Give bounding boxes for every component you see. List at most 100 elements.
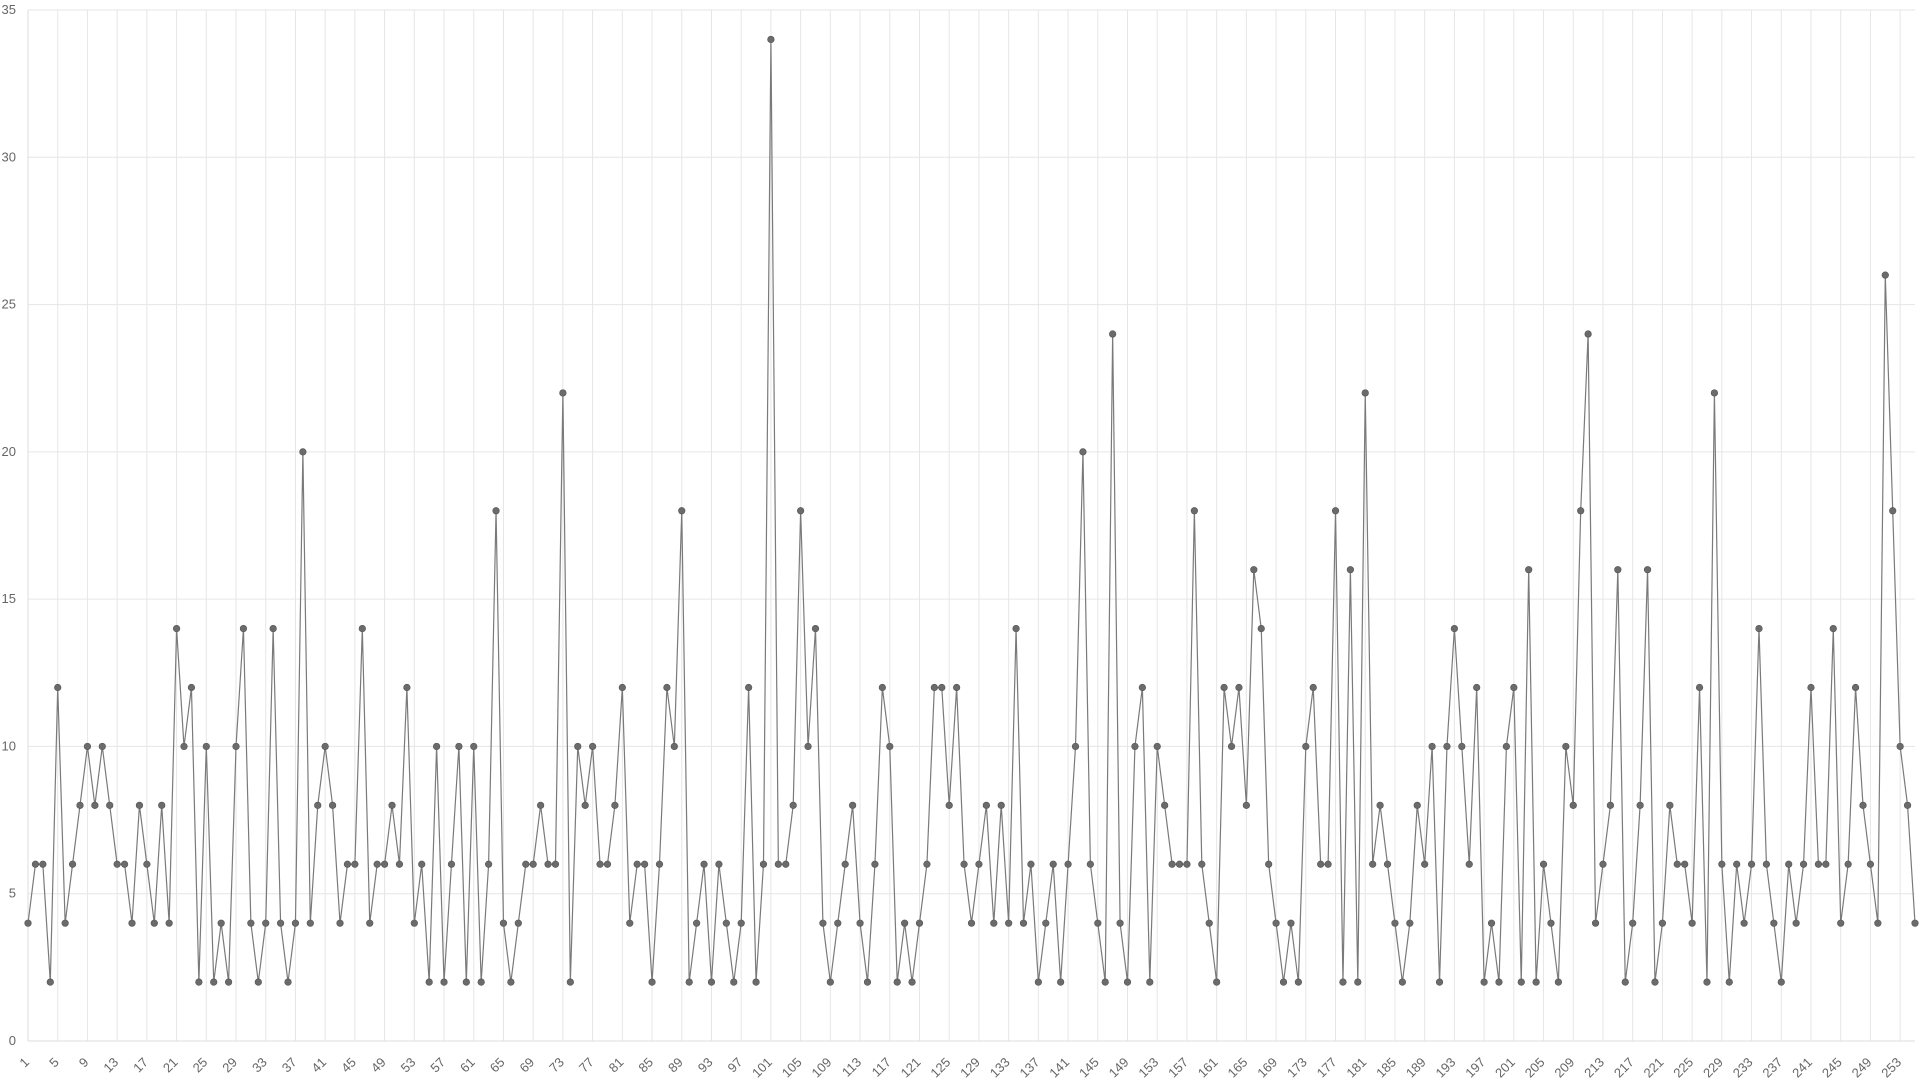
data-point[interactable] — [1807, 683, 1815, 692]
data-point[interactable] — [1369, 860, 1377, 868]
data-point[interactable] — [1019, 919, 1028, 927]
data-point[interactable] — [1391, 919, 1399, 927]
data-point[interactable] — [46, 978, 54, 986]
data-point[interactable] — [537, 801, 545, 809]
data-point[interactable] — [960, 860, 968, 868]
data-point[interactable] — [403, 683, 411, 692]
data-point[interactable] — [202, 742, 210, 751]
data-point[interactable] — [834, 919, 842, 927]
data-point[interactable] — [566, 978, 574, 986]
data-point[interactable] — [1517, 978, 1525, 986]
data-point[interactable] — [187, 683, 196, 692]
data-point[interactable] — [1034, 978, 1042, 986]
data-point[interactable] — [596, 860, 604, 868]
data-point[interactable] — [1532, 978, 1540, 986]
data-point[interactable] — [849, 801, 857, 809]
data-point[interactable] — [826, 978, 834, 986]
data-point[interactable] — [254, 978, 262, 986]
data-point[interactable] — [1539, 860, 1548, 868]
data-point[interactable] — [373, 860, 381, 868]
data-point[interactable] — [276, 919, 285, 927]
data-point[interactable] — [1339, 978, 1347, 986]
data-point[interactable] — [1681, 860, 1689, 868]
data-point[interactable] — [1079, 448, 1087, 456]
data-point[interactable] — [997, 801, 1005, 809]
data-point[interactable] — [1123, 978, 1132, 986]
data-point[interactable] — [507, 978, 515, 986]
data-point[interactable] — [611, 801, 619, 809]
data-point[interactable] — [1324, 860, 1332, 868]
data-point[interactable] — [1346, 566, 1354, 574]
data-point[interactable] — [447, 860, 456, 868]
data-point[interactable] — [1621, 978, 1629, 986]
data-point[interactable] — [128, 919, 136, 927]
data-point[interactable] — [1658, 919, 1667, 927]
data-point[interactable] — [655, 860, 664, 868]
data-point[interactable] — [485, 860, 493, 868]
data-point[interactable] — [901, 919, 909, 927]
data-point[interactable] — [1525, 566, 1533, 574]
data-point[interactable] — [1666, 801, 1674, 809]
data-point[interactable] — [440, 978, 448, 986]
data-point[interactable] — [1829, 624, 1837, 633]
data-point[interactable] — [1064, 860, 1072, 868]
data-point[interactable] — [410, 919, 418, 927]
data-point[interactable] — [1874, 919, 1882, 927]
data-point[interactable] — [1049, 860, 1057, 868]
data-point[interactable] — [83, 742, 92, 751]
data-point[interactable] — [1554, 978, 1562, 986]
data-point[interactable] — [529, 860, 537, 868]
data-point[interactable] — [1911, 919, 1919, 927]
data-point[interactable] — [618, 683, 626, 692]
data-point[interactable] — [1116, 919, 1124, 927]
data-point[interactable] — [210, 978, 218, 986]
data-point[interactable] — [1740, 919, 1748, 927]
data-point[interactable] — [1577, 507, 1585, 515]
data-point[interactable] — [1027, 860, 1035, 868]
data-point[interactable] — [314, 801, 322, 809]
data-point[interactable] — [462, 978, 470, 986]
data-point[interactable] — [574, 742, 582, 751]
data-point[interactable] — [1502, 742, 1510, 751]
data-point[interactable] — [31, 860, 40, 868]
data-point[interactable] — [1213, 978, 1221, 986]
data-point[interactable] — [1673, 860, 1681, 868]
data-point[interactable] — [336, 919, 344, 927]
data-point[interactable] — [1903, 801, 1912, 809]
data-point[interactable] — [1799, 860, 1808, 868]
data-point[interactable] — [24, 919, 32, 927]
data-point[interactable] — [908, 978, 916, 986]
data-point[interactable] — [1851, 683, 1860, 692]
data-point[interactable] — [1272, 919, 1280, 927]
data-point[interactable] — [91, 801, 99, 809]
data-point[interactable] — [425, 978, 433, 986]
data-point[interactable] — [262, 919, 270, 927]
data-point[interactable] — [1495, 978, 1503, 986]
data-point[interactable] — [1287, 919, 1295, 927]
data-point[interactable] — [1643, 566, 1652, 574]
data-point[interactable] — [804, 742, 812, 751]
data-point[interactable] — [1398, 978, 1406, 986]
data-point[interactable] — [195, 978, 203, 986]
data-point[interactable] — [915, 919, 924, 927]
data-point[interactable] — [135, 801, 144, 809]
data-point[interactable] — [1153, 742, 1161, 751]
data-point[interactable] — [247, 919, 255, 927]
data-point[interactable] — [1770, 919, 1778, 927]
data-point[interactable] — [1257, 624, 1265, 633]
data-point[interactable] — [113, 860, 121, 868]
data-point[interactable] — [1599, 860, 1607, 868]
data-point[interactable] — [514, 919, 522, 927]
data-point[interactable] — [663, 683, 671, 692]
data-point[interactable] — [1235, 683, 1243, 692]
data-point[interactable] — [1866, 860, 1875, 868]
data-point[interactable] — [930, 683, 938, 692]
data-point[interactable] — [759, 860, 768, 868]
data-point[interactable] — [395, 860, 404, 868]
data-point[interactable] — [1138, 683, 1146, 692]
data-point[interactable] — [1651, 978, 1659, 986]
data-point[interactable] — [1480, 978, 1488, 986]
data-point[interactable] — [1190, 507, 1198, 515]
data-point[interactable] — [685, 978, 693, 986]
data-point[interactable] — [1406, 919, 1414, 927]
